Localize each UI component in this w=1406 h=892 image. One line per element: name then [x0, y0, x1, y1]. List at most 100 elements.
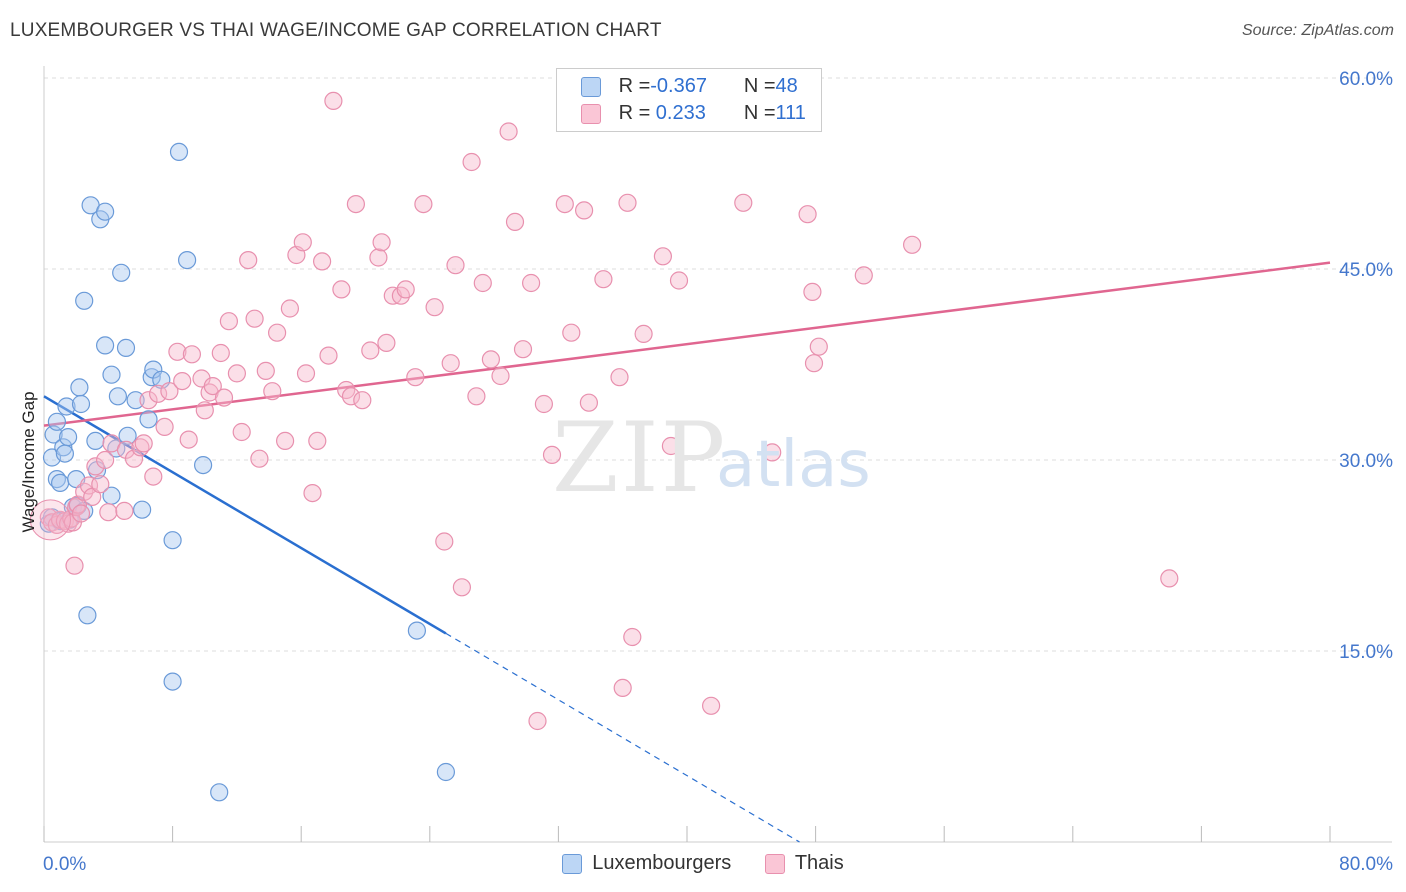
point-luxembourgers — [57, 397, 76, 416]
point-thais — [425, 298, 444, 317]
point-thais — [481, 350, 500, 369]
point-thais — [86, 457, 105, 476]
point-thais — [623, 627, 642, 647]
point-thais — [319, 346, 338, 365]
legend-label-thais: Thais — [794, 852, 844, 875]
point-thais — [99, 503, 118, 522]
point-thais — [71, 504, 91, 523]
point-thais — [303, 484, 322, 503]
y-tick-label: 45.0% — [1339, 260, 1393, 281]
legend-row-luxembourgers: R = -0.367 N = 48 — [581, 75, 798, 101]
point-thais — [396, 280, 415, 299]
point-thais — [513, 340, 533, 359]
point-luxembourgers — [75, 291, 94, 310]
point-luxembourgers — [116, 338, 136, 357]
point-thais — [803, 282, 822, 301]
chart-title: LUXEMBOURGER VS THAI WAGE/INCOME GAP COR… — [10, 20, 662, 41]
point-thais — [377, 333, 396, 352]
point-thais — [452, 578, 471, 597]
point-luxembourgers — [108, 387, 128, 406]
point-thais — [361, 341, 380, 360]
point-thais — [435, 532, 454, 551]
point-luxembourgers — [50, 473, 70, 492]
point-luxembourgers — [102, 365, 121, 384]
point-luxembourgers — [78, 606, 97, 625]
point-thais — [179, 430, 198, 449]
legend-r-label: R = — [618, 102, 651, 124]
point-thais — [182, 345, 201, 364]
point-thais — [555, 195, 574, 214]
point-thais — [245, 309, 264, 328]
legend-r-value: 0.233 — [650, 102, 706, 124]
point-thais — [232, 422, 251, 442]
point-luxembourgers — [71, 394, 91, 414]
point-thais — [902, 235, 922, 254]
point-thais — [203, 377, 222, 396]
point-thais — [505, 212, 525, 231]
point-thais — [346, 195, 365, 214]
point-thais — [276, 431, 295, 450]
point-thais — [250, 449, 269, 468]
point-luxembourgers — [133, 500, 152, 519]
point-thais — [280, 299, 299, 318]
point-thais — [499, 122, 518, 141]
point-thais — [195, 401, 214, 420]
point-luxembourgers — [70, 378, 89, 397]
point-thais — [139, 391, 158, 410]
point-luxembourgers — [407, 621, 426, 640]
point-thais — [313, 252, 332, 271]
point-thais — [268, 323, 287, 342]
legend-n-label: N = — [743, 102, 776, 124]
point-luxembourgers — [47, 412, 67, 431]
y-tick-label: 30.0% — [1339, 451, 1393, 472]
point-thais — [653, 247, 673, 266]
point-luxembourgers — [178, 251, 197, 270]
legend-item-luxembourgers[interactable]: Luxembourgers — [562, 852, 731, 875]
watermark-zip: ZIP — [552, 402, 728, 514]
point-thais — [219, 312, 238, 331]
point-luxembourgers — [194, 456, 213, 475]
point-luxembourgers — [95, 202, 115, 221]
source-credit: Source: ZipAtlas.com — [1241, 22, 1394, 39]
y-tick-label: 60.0% — [1339, 69, 1393, 90]
point-thais — [462, 152, 481, 172]
point-thais — [467, 387, 486, 406]
point-thais — [214, 388, 234, 407]
series-legend: Luxembourgers Thais — [0, 852, 1406, 875]
point-thais — [854, 266, 873, 285]
point-thais — [173, 372, 192, 391]
point-thais — [521, 273, 541, 293]
point-thais — [91, 475, 110, 494]
point-thais — [263, 382, 282, 401]
point-thais — [372, 233, 391, 252]
point-thais — [491, 366, 510, 386]
point-thais — [579, 393, 599, 412]
legend-swatch-blue — [562, 853, 583, 874]
legend-swatch-blue — [581, 76, 601, 97]
legend-label-luxembourgers: Luxembourgers — [592, 852, 732, 875]
point-thais — [239, 251, 258, 270]
point-luxembourgers — [126, 391, 145, 410]
point-thais — [763, 443, 782, 462]
point-thais — [574, 201, 594, 220]
point-thais — [155, 417, 174, 436]
point-luxembourgers — [112, 263, 131, 282]
legend-swatch-pink — [581, 103, 601, 124]
legend-swatch-pink — [764, 853, 785, 874]
point-thais — [669, 271, 689, 290]
point-luxembourgers — [58, 428, 78, 447]
point-thais — [124, 449, 144, 468]
trendlines — [43, 261, 1331, 843]
point-thais — [144, 467, 163, 486]
point-luxembourgers — [169, 142, 189, 161]
legend-item-thais[interactable]: Thais — [764, 852, 844, 875]
point-thais — [534, 394, 554, 414]
point-thais — [798, 205, 817, 224]
trendline-thais — [43, 261, 1331, 427]
point-thais — [634, 324, 653, 343]
point-thais — [441, 354, 460, 373]
point-thais — [661, 436, 681, 456]
legend-n-value: 48 — [775, 75, 798, 97]
point-luxembourgers — [54, 438, 73, 457]
